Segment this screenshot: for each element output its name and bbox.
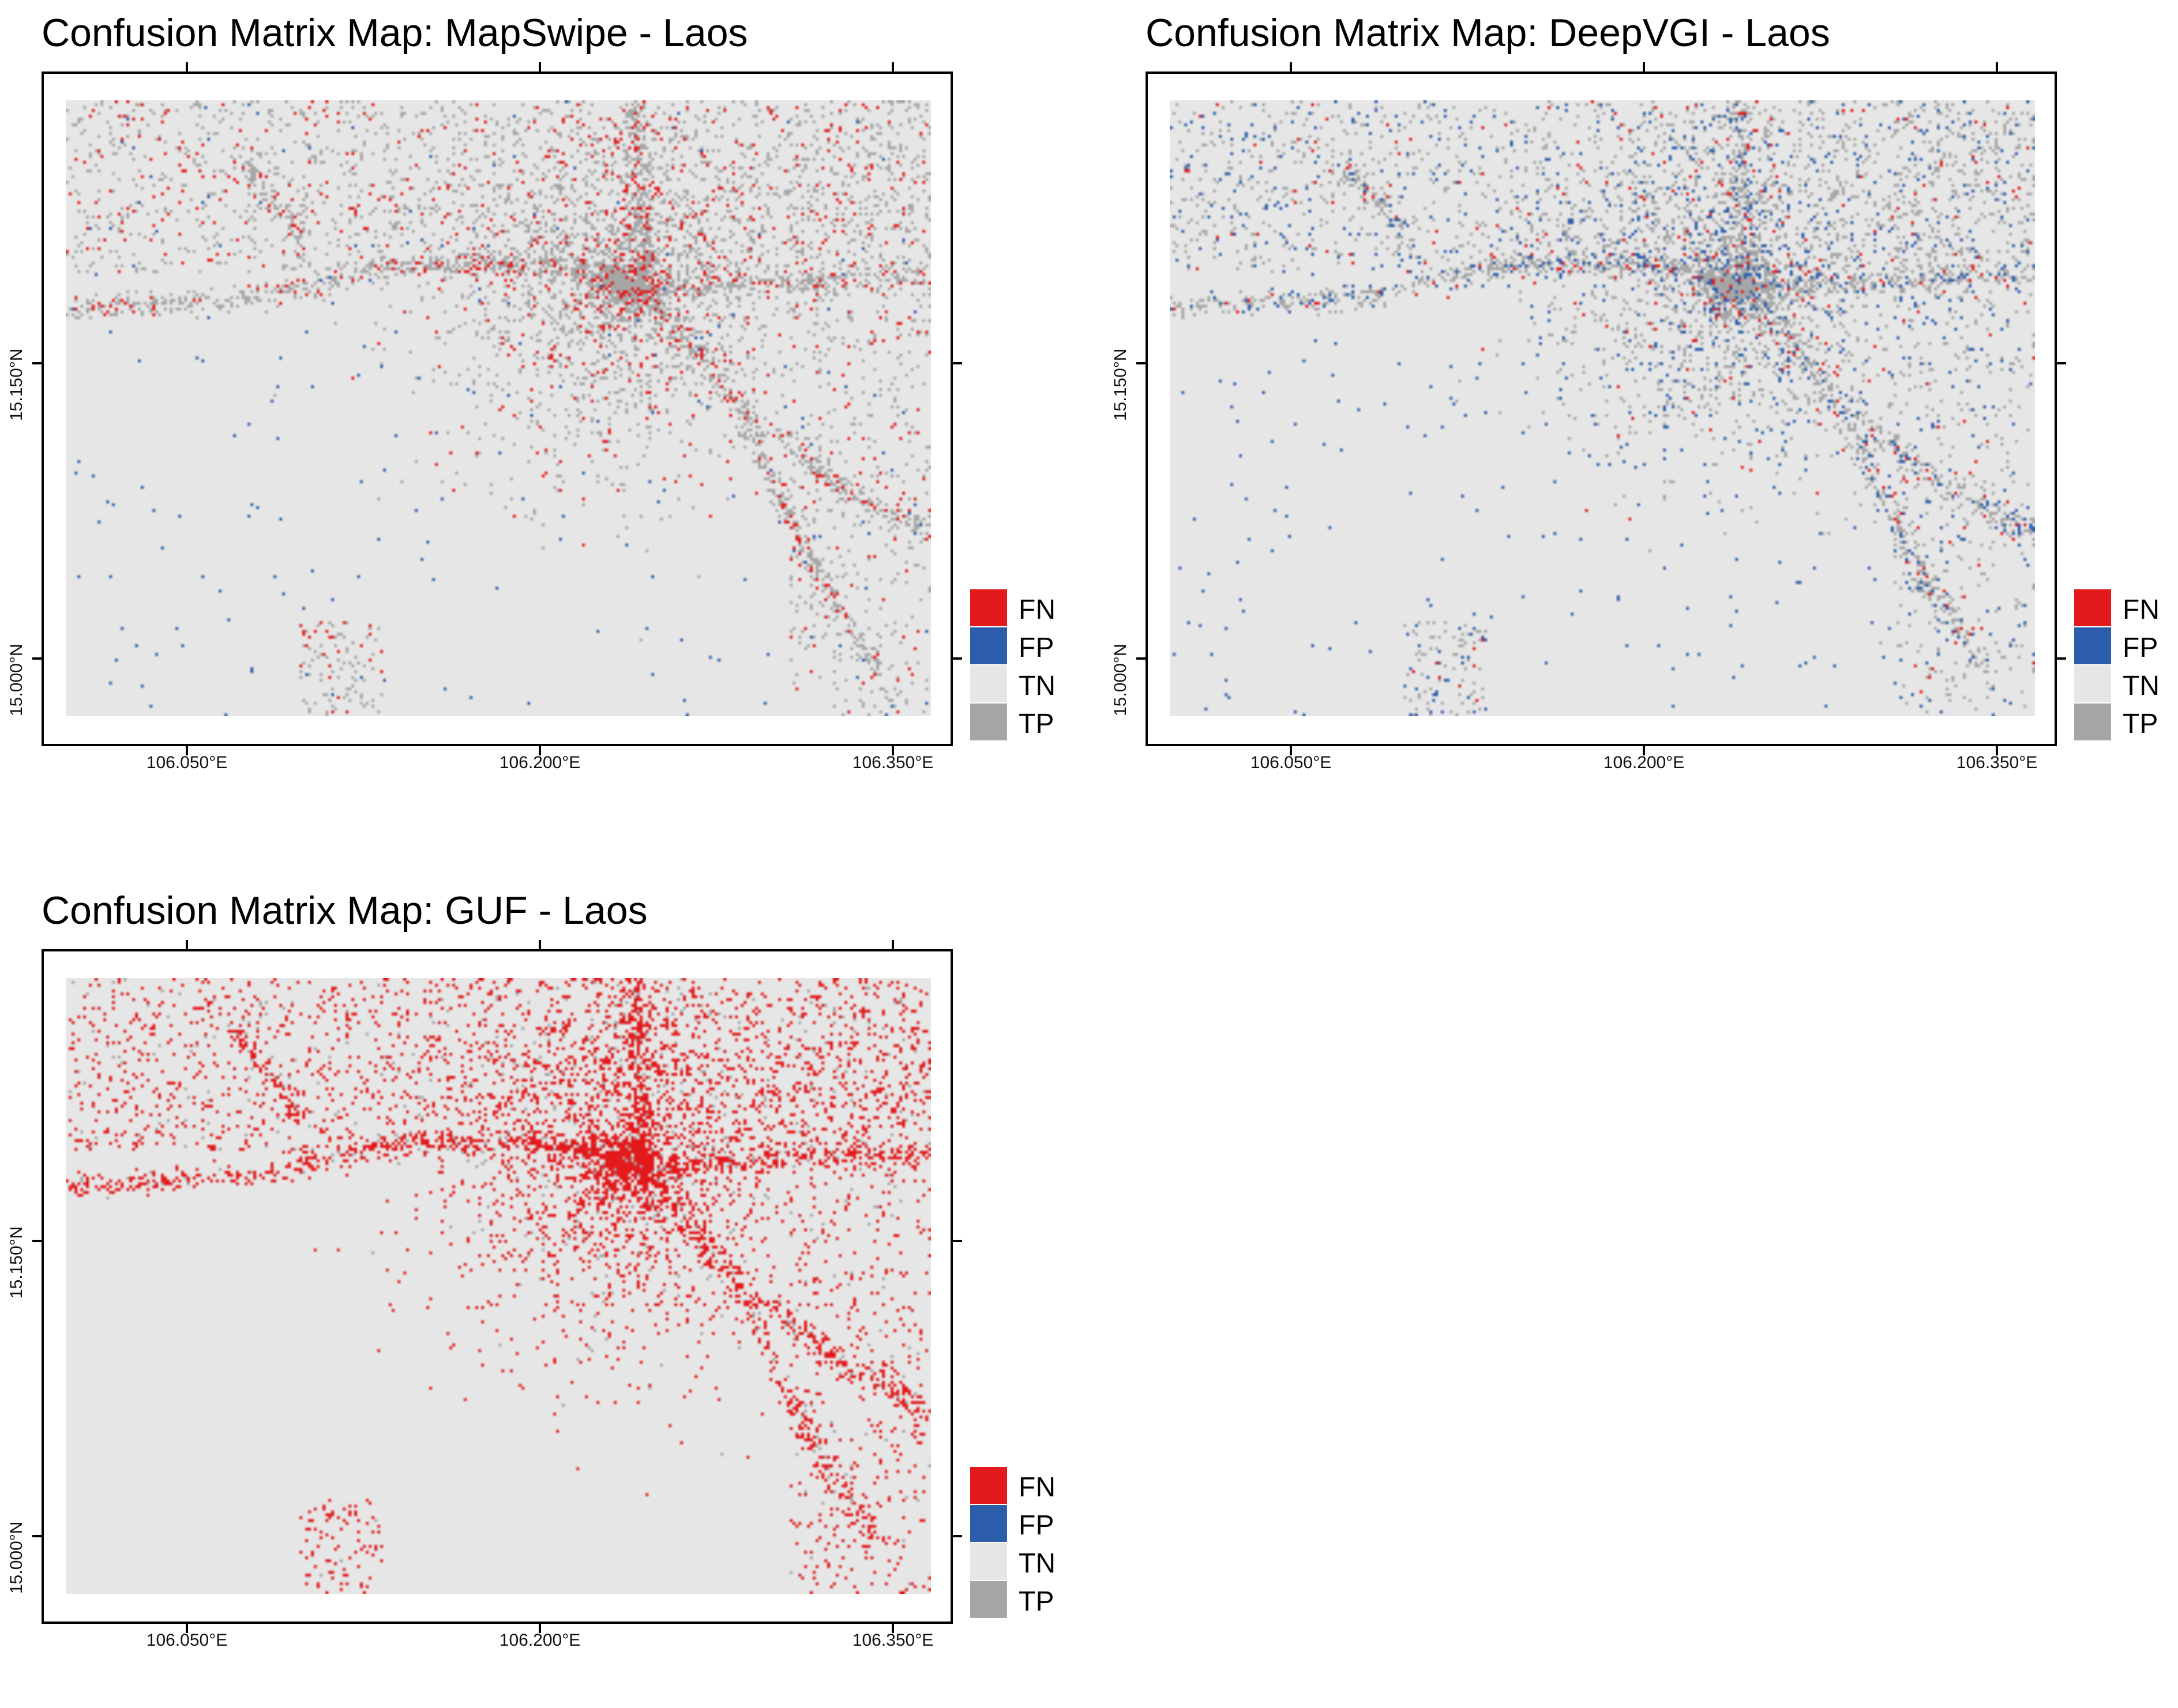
- legend-item-fp: FP: [970, 1505, 1086, 1543]
- map-panel-guf: Confusion Matrix Map: GUF - Laos 106.050…: [0, 878, 1096, 1708]
- map-title: Confusion Matrix Map: DeepVGI - Laos: [1146, 11, 1830, 55]
- legend-swatch-fp: [2074, 627, 2111, 664]
- legend-label-tp: TP: [2123, 709, 2158, 739]
- legend-swatch-tp: [970, 703, 1007, 740]
- legend-swatch-fn: [970, 1467, 1007, 1504]
- legend-label-fp: FP: [2123, 633, 2158, 663]
- legend-item-fn: FN: [970, 1467, 1086, 1505]
- y-tick-label: 15.000°N: [7, 644, 26, 716]
- legend-swatch-tp: [2074, 703, 2111, 740]
- y-tick-15150: [32, 1240, 44, 1242]
- legend-item-fp: FP: [970, 627, 1086, 665]
- legend-label-tp: TP: [1019, 709, 1054, 739]
- x-tick-label: 106.200°E: [499, 753, 581, 772]
- x-tick-106200: [539, 744, 541, 755]
- legend-label-tn: TN: [1019, 1548, 1056, 1579]
- x-tick-label: 106.050°E: [1250, 753, 1332, 772]
- legend-item-tp: TP: [970, 703, 1086, 742]
- map-panel-deepvgi: Confusion Matrix Map: DeepVGI - Laos 106…: [1104, 0, 2178, 830]
- y-tick-right-15150: [951, 362, 962, 364]
- x-tick-label: 106.350°E: [852, 753, 934, 772]
- legend-item-fp: FP: [2074, 627, 2178, 665]
- legend-label-fn: FN: [1019, 595, 1056, 625]
- legend-swatch-tn: [970, 665, 1007, 702]
- x-tick-top-106350: [1996, 62, 1998, 74]
- legend: FN FP TN TP: [970, 589, 1086, 742]
- legend-label-fn: FN: [2123, 595, 2160, 625]
- legend-swatch-fp: [970, 627, 1007, 664]
- map-panel-mapswipe: Confusion Matrix Map: MapSwipe - Laos 10…: [0, 0, 1096, 830]
- x-tick-label: 106.050°E: [146, 753, 228, 772]
- x-tick-106200: [539, 1622, 541, 1633]
- legend: FN FP TN TP: [2074, 589, 2178, 742]
- legend-swatch-tn: [2074, 665, 2111, 702]
- map-frame: 106.050°E 106.200°E 106.350°E 15.000°N 1…: [7, 940, 962, 1650]
- legend-item-tn: TN: [970, 665, 1086, 703]
- y-tick-right-15000: [951, 657, 962, 660]
- y-tick-right-15000: [2055, 657, 2066, 660]
- legend-item-fn: FN: [2074, 589, 2178, 627]
- x-tick-top-106200: [1643, 62, 1645, 74]
- x-tick-106200: [1643, 744, 1645, 755]
- y-tick-label: 15.150°N: [7, 348, 26, 421]
- y-tick-label: 15.150°N: [7, 1226, 26, 1299]
- map-frame: 106.050°E 106.200°E 106.350°E 15.000°N 1…: [1111, 62, 2066, 772]
- y-tick-15000: [32, 1535, 44, 1537]
- y-tick-right-15150: [2055, 362, 2066, 364]
- y-tick-15150: [1136, 362, 1148, 364]
- x-tick-106050: [186, 744, 188, 755]
- y-tick-label: 15.000°N: [1111, 644, 1130, 716]
- confusion-raster: [66, 100, 931, 716]
- legend-swatch-fn: [970, 589, 1007, 626]
- y-tick-15000: [1136, 657, 1148, 660]
- y-tick-15000: [32, 657, 44, 660]
- legend-item-tp: TP: [2074, 703, 2178, 742]
- x-tick-106050: [186, 1622, 188, 1633]
- y-tick-right-15000: [951, 1535, 962, 1537]
- legend-item-fn: FN: [970, 589, 1086, 627]
- y-tick-right-15150: [951, 1240, 962, 1242]
- legend: FN FP TN TP: [970, 1467, 1086, 1619]
- legend-label-fn: FN: [1019, 1472, 1056, 1503]
- legend-label-fp: FP: [1019, 1510, 1054, 1541]
- map-frame: 106.050°E 106.200°E 106.350°E 15.000°N 1…: [7, 62, 962, 772]
- confusion-raster: [66, 978, 931, 1594]
- x-tick-top-106050: [186, 940, 188, 951]
- x-tick-label: 106.050°E: [146, 1631, 228, 1650]
- legend-swatch-fp: [970, 1505, 1007, 1542]
- legend-item-tn: TN: [2074, 665, 2178, 703]
- legend-label-tp: TP: [1019, 1586, 1054, 1617]
- x-tick-top-106200: [539, 940, 541, 951]
- x-tick-106050: [1290, 744, 1292, 755]
- y-tick-label: 15.000°N: [7, 1521, 26, 1594]
- x-tick-top-106050: [1290, 62, 1292, 74]
- x-tick-top-106050: [186, 62, 188, 74]
- legend-item-tp: TP: [970, 1581, 1086, 1619]
- legend-swatch-fn: [2074, 589, 2111, 626]
- legend-label-tn: TN: [1019, 671, 1056, 701]
- x-tick-top-106350: [892, 62, 894, 74]
- legend-item-tn: TN: [970, 1543, 1086, 1581]
- x-tick-106350: [892, 744, 894, 755]
- y-tick-label: 15.150°N: [1111, 348, 1130, 421]
- x-tick-label: 106.350°E: [1956, 753, 2038, 772]
- map-title: Confusion Matrix Map: GUF - Laos: [42, 889, 648, 932]
- legend-label-fp: FP: [1019, 633, 1054, 663]
- legend-label-tn: TN: [2123, 671, 2160, 701]
- legend-swatch-tp: [970, 1581, 1007, 1618]
- x-tick-label: 106.200°E: [499, 1631, 581, 1650]
- x-tick-106350: [892, 1622, 894, 1633]
- x-tick-label: 106.200°E: [1603, 753, 1685, 772]
- x-tick-label: 106.350°E: [852, 1631, 934, 1650]
- x-tick-top-106350: [892, 940, 894, 951]
- legend-swatch-tn: [970, 1543, 1007, 1580]
- x-tick-top-106200: [539, 62, 541, 74]
- y-tick-15150: [32, 362, 44, 364]
- map-title: Confusion Matrix Map: MapSwipe - Laos: [42, 11, 748, 55]
- confusion-raster: [1170, 100, 2035, 716]
- x-tick-106350: [1996, 744, 1998, 755]
